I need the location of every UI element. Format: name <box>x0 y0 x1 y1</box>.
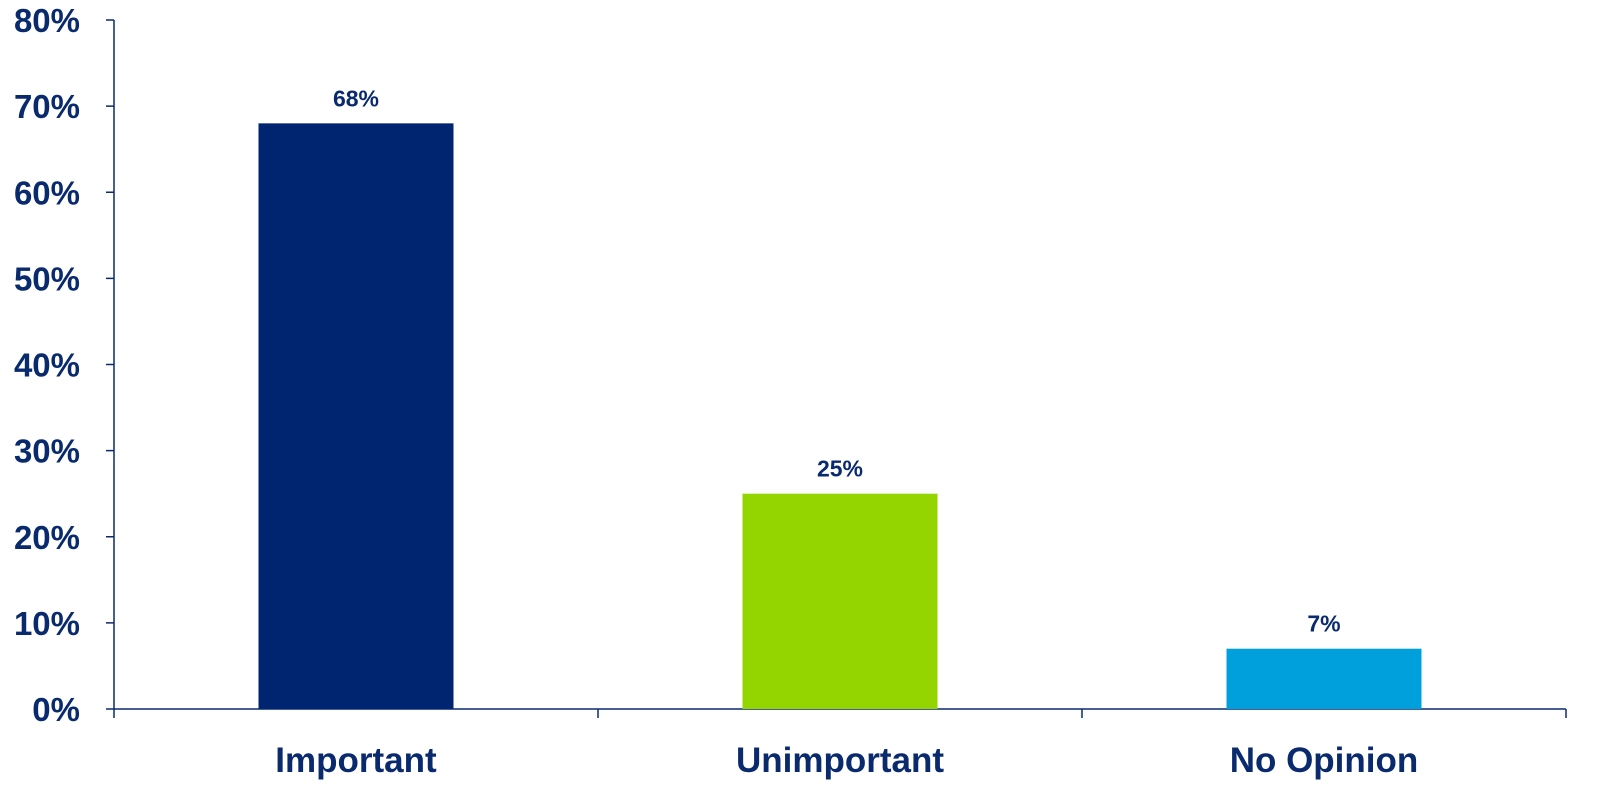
bar-value-label: 7% <box>1307 611 1340 637</box>
y-tick-label: 40% <box>14 347 80 384</box>
x-category-label: Important <box>275 741 437 780</box>
y-tick-label: 70% <box>14 88 80 125</box>
y-tick-label: 20% <box>14 519 80 556</box>
y-tick-label: 80% <box>14 2 80 39</box>
bar-value-label: 25% <box>817 456 863 482</box>
x-category-label: Unimportant <box>736 741 944 780</box>
x-category-label: No Opinion <box>1230 741 1419 780</box>
bars <box>258 123 1422 710</box>
y-tick-label: 10% <box>14 605 80 642</box>
data-labels: 68% 25% 7% <box>333 85 1341 636</box>
x-axis: Important Unimportant No Opinion <box>113 708 1567 780</box>
y-tick-label: 60% <box>14 174 80 211</box>
bar-unimportant <box>742 493 938 709</box>
bar-no-opinion <box>1226 648 1422 709</box>
bar-value-label: 68% <box>333 85 379 111</box>
y-axis: 0% 10% 20% 30% 40% 50% 60% 70% 80% <box>14 2 115 728</box>
y-tick-label: 30% <box>14 433 80 470</box>
bar-important <box>258 123 454 710</box>
y-tick-label: 50% <box>14 260 80 297</box>
y-tick-label: 0% <box>32 691 80 728</box>
